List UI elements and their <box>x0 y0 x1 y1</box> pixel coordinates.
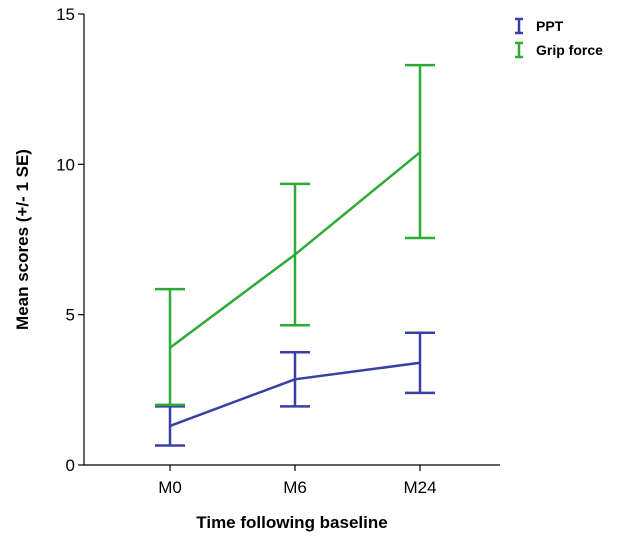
y-tick-label-1: 5 <box>66 306 75 325</box>
legend-label-0: PPT <box>536 18 564 34</box>
x-tick-label-2: M24 <box>403 478 436 497</box>
axes: 0 5 10 15 M0 M6 M24 <box>56 5 500 497</box>
legend: PPT Grip force <box>515 17 603 59</box>
x-axis-title: Time following baseline <box>196 513 387 532</box>
legend-label-1: Grip force <box>536 42 603 58</box>
y-tick-label-2: 10 <box>56 155 75 174</box>
series-1 <box>155 63 435 407</box>
x-tick-label-0: M0 <box>158 478 182 497</box>
series-0 <box>155 331 435 447</box>
series-layer <box>155 63 435 447</box>
y-axis-title: Mean scores (+/- 1 SE) <box>13 149 32 330</box>
y-tick-label-3: 15 <box>56 5 75 24</box>
x-tick-label-1: M6 <box>283 478 307 497</box>
y-tick-label-0: 0 <box>66 456 75 475</box>
